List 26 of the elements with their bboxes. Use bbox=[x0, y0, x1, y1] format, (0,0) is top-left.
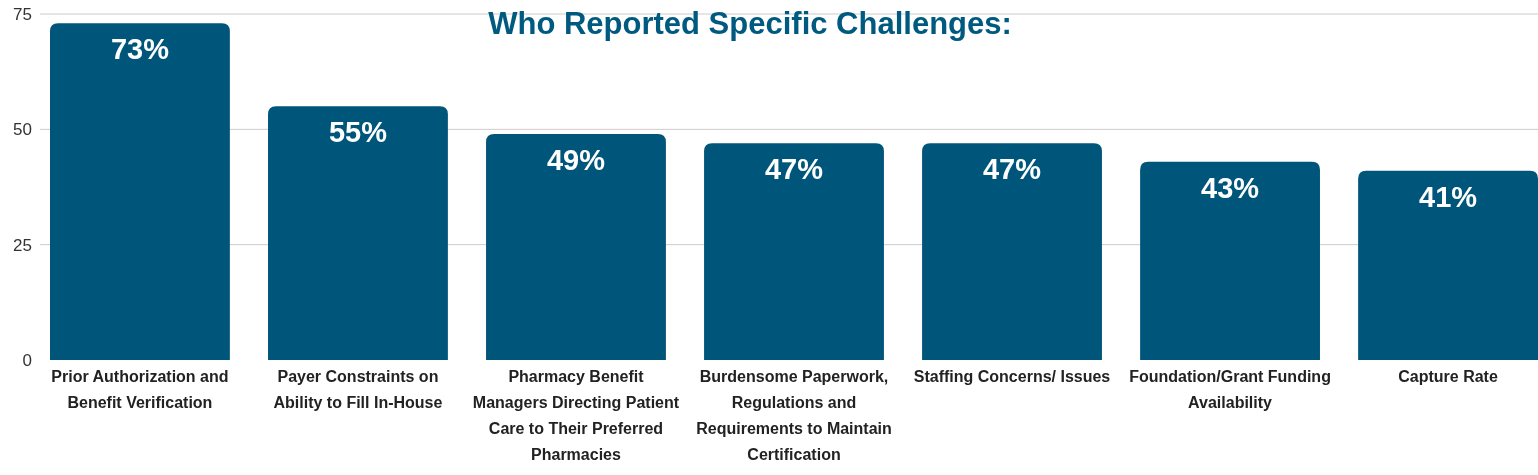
bar bbox=[486, 133, 666, 360]
x-tick-label: Capture Rate bbox=[1398, 368, 1498, 385]
y-tick-label: 25 bbox=[13, 235, 32, 255]
y-tick-label: 0 bbox=[22, 350, 32, 370]
bar bbox=[1140, 161, 1320, 360]
x-tick-label: Staffing Concerns/ Issues bbox=[913, 368, 1111, 385]
data-label: 43% bbox=[1201, 171, 1260, 204]
y-tick-label: 50 bbox=[13, 120, 32, 140]
bar bbox=[704, 143, 884, 360]
data-label: 47% bbox=[764, 153, 824, 186]
x-tick-label: Foundation/Grant Funding Availability bbox=[1129, 368, 1331, 411]
bar bbox=[268, 106, 448, 360]
bar bbox=[50, 23, 230, 360]
bar bbox=[1358, 170, 1538, 360]
y-tick-label: 75 bbox=[13, 4, 32, 24]
x-tick-label: Pharmacy Benefit Managers Directing Patient Care to Their Preferred Pharmacies bbox=[472, 368, 680, 463]
chart-title: Who Reported Specific Challenges: bbox=[488, 6, 1012, 41]
bar bbox=[922, 143, 1102, 360]
data-label: 41% bbox=[1419, 180, 1478, 213]
x-tick-label: Payer Constraints on Ability to Fill In-House bbox=[273, 368, 443, 411]
data-label: 47% bbox=[983, 153, 1042, 186]
data-label: 55% bbox=[328, 116, 388, 149]
x-tick-label: Burdensome Paperwork, Regulations and Requirements to Maintain Certification bbox=[696, 368, 892, 463]
x-tick-label: Prior Authorization and Benefit Verification bbox=[51, 368, 229, 411]
data-label: 73% bbox=[110, 33, 170, 66]
data-label: 49% bbox=[546, 143, 606, 176]
